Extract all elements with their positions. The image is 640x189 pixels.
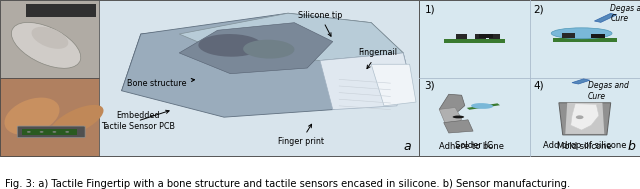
Ellipse shape [40,131,44,133]
Bar [419,0,640,156]
Text: Degas and
Cure: Degas and Cure [588,81,629,101]
Text: Mold silicone: Mold silicone [557,142,612,151]
Ellipse shape [65,131,69,133]
Polygon shape [439,94,465,112]
Ellipse shape [198,34,262,57]
Polygon shape [122,23,256,91]
Bar [456,34,467,39]
Text: Solder IC: Solder IC [456,141,493,150]
Text: Finger print: Finger print [278,124,324,146]
Ellipse shape [52,131,56,133]
Ellipse shape [31,27,68,49]
Text: Fingernail: Fingernail [358,48,397,69]
Polygon shape [571,104,599,130]
Polygon shape [444,120,473,133]
Ellipse shape [50,105,104,137]
Ellipse shape [471,103,493,109]
Text: Silicone tip: Silicone tip [298,11,342,36]
Polygon shape [320,53,410,110]
Text: 3): 3) [424,81,435,91]
Polygon shape [179,13,403,60]
Bar [26,4,96,17]
Polygon shape [439,108,461,126]
Text: Bone structure: Bone structure [127,78,195,88]
Bar [591,34,605,38]
Text: Adhere to bone: Adhere to bone [438,142,504,151]
Polygon shape [122,13,410,117]
Polygon shape [595,13,617,22]
Text: 2): 2) [534,5,544,15]
Text: 1): 1) [424,5,435,15]
Ellipse shape [27,131,31,133]
Text: b: b [628,140,636,153]
Bar [22,129,77,135]
Ellipse shape [4,98,60,135]
Text: a: a [404,140,412,153]
Text: Fig. 3: a) Tactile Fingertip with a bone structure and tactile sensors encased i: Fig. 3: a) Tactile Fingertip with a bone… [5,179,570,189]
Polygon shape [467,103,500,110]
Text: Embedded
Tactile Sensor PCB: Embedded Tactile Sensor PCB [100,110,175,131]
Ellipse shape [12,22,81,68]
Bar [444,39,505,43]
FancyBboxPatch shape [17,126,85,138]
Polygon shape [371,64,416,106]
Bar [0,0,419,156]
Polygon shape [559,103,611,135]
Text: Add drop of silicone: Add drop of silicone [543,141,627,150]
Text: Degas and
Cure: Degas and Cure [611,4,640,23]
Ellipse shape [551,28,612,39]
Ellipse shape [243,40,294,59]
Bar [563,33,575,38]
Bar [0,78,99,156]
Bar [489,34,500,39]
Bar [553,38,617,42]
Ellipse shape [576,115,584,119]
Polygon shape [565,103,604,134]
Text: 4): 4) [534,81,544,91]
Bar [479,34,493,38]
Polygon shape [179,23,333,74]
Polygon shape [572,79,590,84]
Bar [0,0,99,78]
Ellipse shape [452,115,464,118]
Bar [475,34,486,39]
